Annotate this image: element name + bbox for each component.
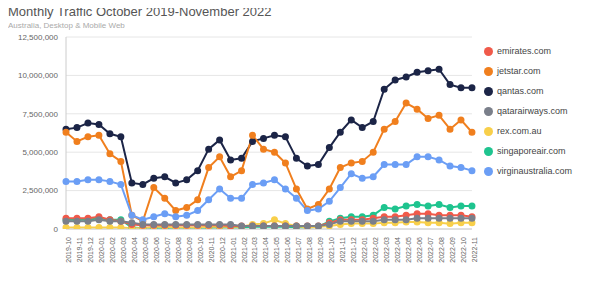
- svg-text:2022-09: 2022-09: [449, 237, 456, 263]
- html-text:Australia, Desktop & Mobile We: Australia, Desktop & Mobile Web: [8, 21, 125, 30]
- svg-text:2021-08: 2021-08: [306, 237, 313, 263]
- svg-text:2021-04: 2021-04: [262, 237, 269, 263]
- html-text:virginaustralia.com: virginaustralia.com: [497, 166, 572, 176]
- svg-text:2021-06: 2021-06: [284, 237, 291, 263]
- svg-text:2022-08: 2022-08: [438, 237, 445, 263]
- svg-text:2020-01: 2020-01: [98, 237, 105, 263]
- svg-text:2019-10: 2019-10: [65, 237, 72, 263]
- svg-text:2022-10: 2022-10: [460, 237, 467, 263]
- svg-text:2020-11: 2020-11: [208, 237, 215, 262]
- svg-text:2021-02: 2021-02: [241, 237, 248, 263]
- svg-text:2021-05: 2021-05: [273, 237, 280, 263]
- svg-text:2022-05: 2022-05: [405, 237, 412, 263]
- svg-text:2021-12: 2021-12: [350, 237, 357, 263]
- svg-text:2020-10: 2020-10: [197, 237, 204, 263]
- svg-text:2022-03: 2022-03: [383, 237, 390, 263]
- svg-text:2021-01: 2021-01: [230, 237, 237, 263]
- svg-text:2020-07: 2020-07: [164, 237, 171, 263]
- html-text:emirates.com: emirates.com: [497, 46, 551, 56]
- svg-text:2020-03: 2020-03: [120, 237, 127, 263]
- html-text:qantas.com: qantas.com: [497, 86, 544, 96]
- svg-text:12,500,000: 12,500,000: [18, 33, 59, 42]
- svg-text:2022-04: 2022-04: [394, 237, 401, 263]
- svg-text:2020-06: 2020-06: [153, 237, 160, 263]
- svg-text:2022-11: 2022-11: [471, 237, 478, 262]
- svg-text:2021-07: 2021-07: [295, 237, 302, 263]
- svg-text:2022-06: 2022-06: [416, 237, 423, 263]
- svg-text:2020-08: 2020-08: [175, 237, 182, 263]
- svg-text:2021-11: 2021-11: [339, 237, 346, 262]
- svg-text:2021-10: 2021-10: [328, 237, 335, 263]
- svg-text:2019-11: 2019-11: [76, 237, 83, 262]
- svg-text:2,500,000: 2,500,000: [22, 186, 58, 195]
- html-text:singaporeair.com: singaporeair.com: [497, 146, 566, 156]
- svg-text:2022-02: 2022-02: [372, 237, 379, 263]
- svg-text:2019-12: 2019-12: [87, 237, 94, 263]
- svg-text:2021-03: 2021-03: [251, 237, 258, 263]
- svg-text:2022-01: 2022-01: [361, 237, 368, 263]
- svg-text:2020-04: 2020-04: [131, 237, 138, 263]
- svg-text:2020-02: 2020-02: [109, 237, 116, 263]
- svg-text:10,000,000: 10,000,000: [18, 71, 59, 80]
- svg-text:2020-05: 2020-05: [142, 237, 149, 263]
- svg-text:7,500,000: 7,500,000: [22, 110, 58, 119]
- html-text:jetstar.com: jetstar.com: [497, 66, 541, 76]
- svg-text:5,000,000: 5,000,000: [22, 148, 58, 157]
- html-text:qatarairways.com: qatarairways.com: [497, 106, 568, 116]
- svg-text:2020-09: 2020-09: [186, 237, 193, 263]
- html-text:Monthly Traffic October 2019-N: Monthly Traffic October 2019-November 20…: [8, 4, 272, 19]
- html-text:rex.com.au: rex.com.au: [497, 126, 542, 136]
- svg-text:2022-07: 2022-07: [427, 237, 434, 263]
- svg-text:2020-12: 2020-12: [219, 237, 226, 263]
- svg-text:2021-09: 2021-09: [317, 237, 324, 263]
- svg-text:0: 0: [54, 225, 59, 234]
